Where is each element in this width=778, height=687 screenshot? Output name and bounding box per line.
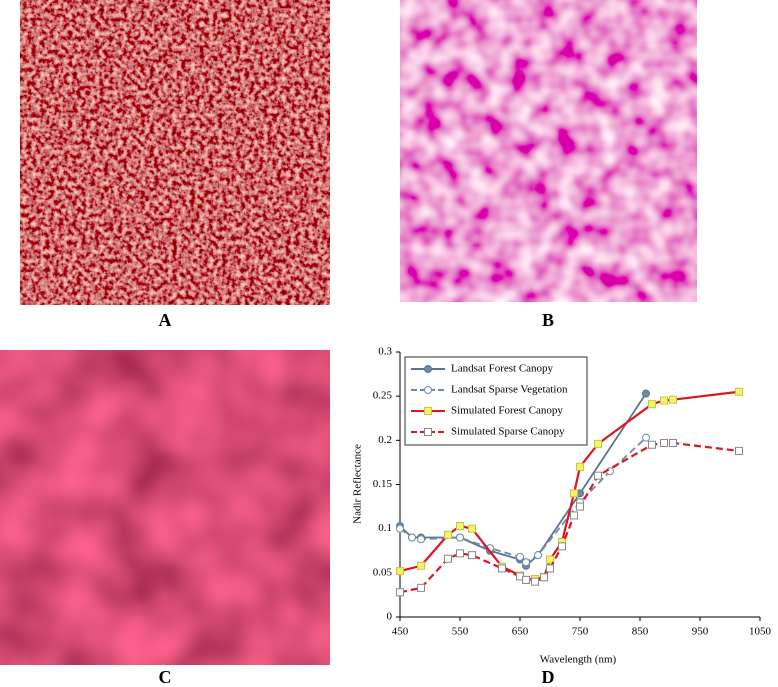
y-tick-label: 0.15 (373, 478, 393, 490)
legend-label: Simulated Sparse Canopy (451, 426, 565, 438)
data-point (468, 551, 476, 560)
data-point (558, 542, 566, 551)
data-point (594, 471, 602, 480)
legend-label: Simulated Forest Canopy (451, 405, 563, 417)
legend-marker (424, 386, 432, 394)
image-c (0, 350, 330, 665)
legend-marker (424, 407, 432, 415)
y-tick-label: 0 (387, 611, 393, 623)
legend-marker (424, 365, 432, 373)
x-tick-label: 950 (692, 626, 709, 638)
x-tick-label: 550 (452, 626, 469, 638)
y-tick-label: 0.1 (378, 522, 392, 534)
data-point (735, 446, 743, 455)
image-b (400, 0, 697, 302)
data-point (540, 573, 548, 582)
panel-label: A (159, 310, 172, 330)
data-point (468, 524, 476, 533)
data-point (576, 502, 584, 511)
panel-label: C (159, 667, 172, 687)
data-point (516, 552, 524, 561)
panel-label: D (542, 667, 555, 687)
x-axis-title: Wavelength (nm) (540, 654, 617, 666)
x-tick-label: 750 (572, 626, 589, 638)
series-line (399, 393, 647, 568)
data-point (642, 433, 650, 442)
y-tick-label: 0.25 (373, 390, 393, 402)
y-axis-title: Nadir Reflectance (352, 444, 364, 524)
data-point (417, 561, 425, 570)
x-tick-label: 850 (632, 626, 649, 638)
series-line (399, 441, 740, 594)
data-point (648, 400, 656, 409)
data-point (522, 558, 530, 567)
data-point (669, 395, 677, 404)
data-point (396, 588, 404, 597)
y-tick-label: 0.2 (378, 434, 392, 446)
data-point (444, 530, 452, 539)
data-point (396, 524, 404, 533)
x-tick-label: 1050 (749, 626, 772, 638)
data-point (669, 438, 677, 447)
data-point (456, 549, 464, 558)
data-point (660, 396, 668, 405)
data-point (570, 511, 578, 520)
x-tick-label: 450 (392, 626, 409, 638)
legend-marker (424, 428, 432, 436)
data-point (546, 555, 554, 564)
legend-label: Landsat Forest Canopy (451, 363, 554, 375)
data-point (570, 489, 578, 498)
data-point (576, 462, 584, 471)
data-point (498, 564, 506, 573)
data-point (642, 389, 650, 398)
series-line (399, 437, 647, 564)
data-point (444, 554, 452, 563)
x-tick-label: 650 (512, 626, 529, 638)
data-point (735, 387, 743, 396)
data-point (648, 440, 656, 449)
image-a (20, 0, 330, 305)
data-point (546, 564, 554, 573)
data-point (534, 551, 542, 560)
data-point (408, 533, 416, 542)
data-point (660, 438, 668, 447)
data-point (522, 575, 530, 584)
data-point (456, 522, 464, 531)
data-point (417, 535, 425, 544)
y-tick-label: 0.3 (378, 346, 392, 358)
data-point (417, 583, 425, 592)
data-point (456, 533, 464, 542)
data-point (531, 577, 539, 586)
data-point (594, 439, 602, 448)
y-tick-label: 0.05 (373, 566, 393, 578)
data-point (396, 567, 404, 576)
legend-box (404, 356, 588, 446)
legend-label: Landsat Sparse Vegetation (451, 384, 568, 396)
panel-label: B (542, 310, 554, 330)
